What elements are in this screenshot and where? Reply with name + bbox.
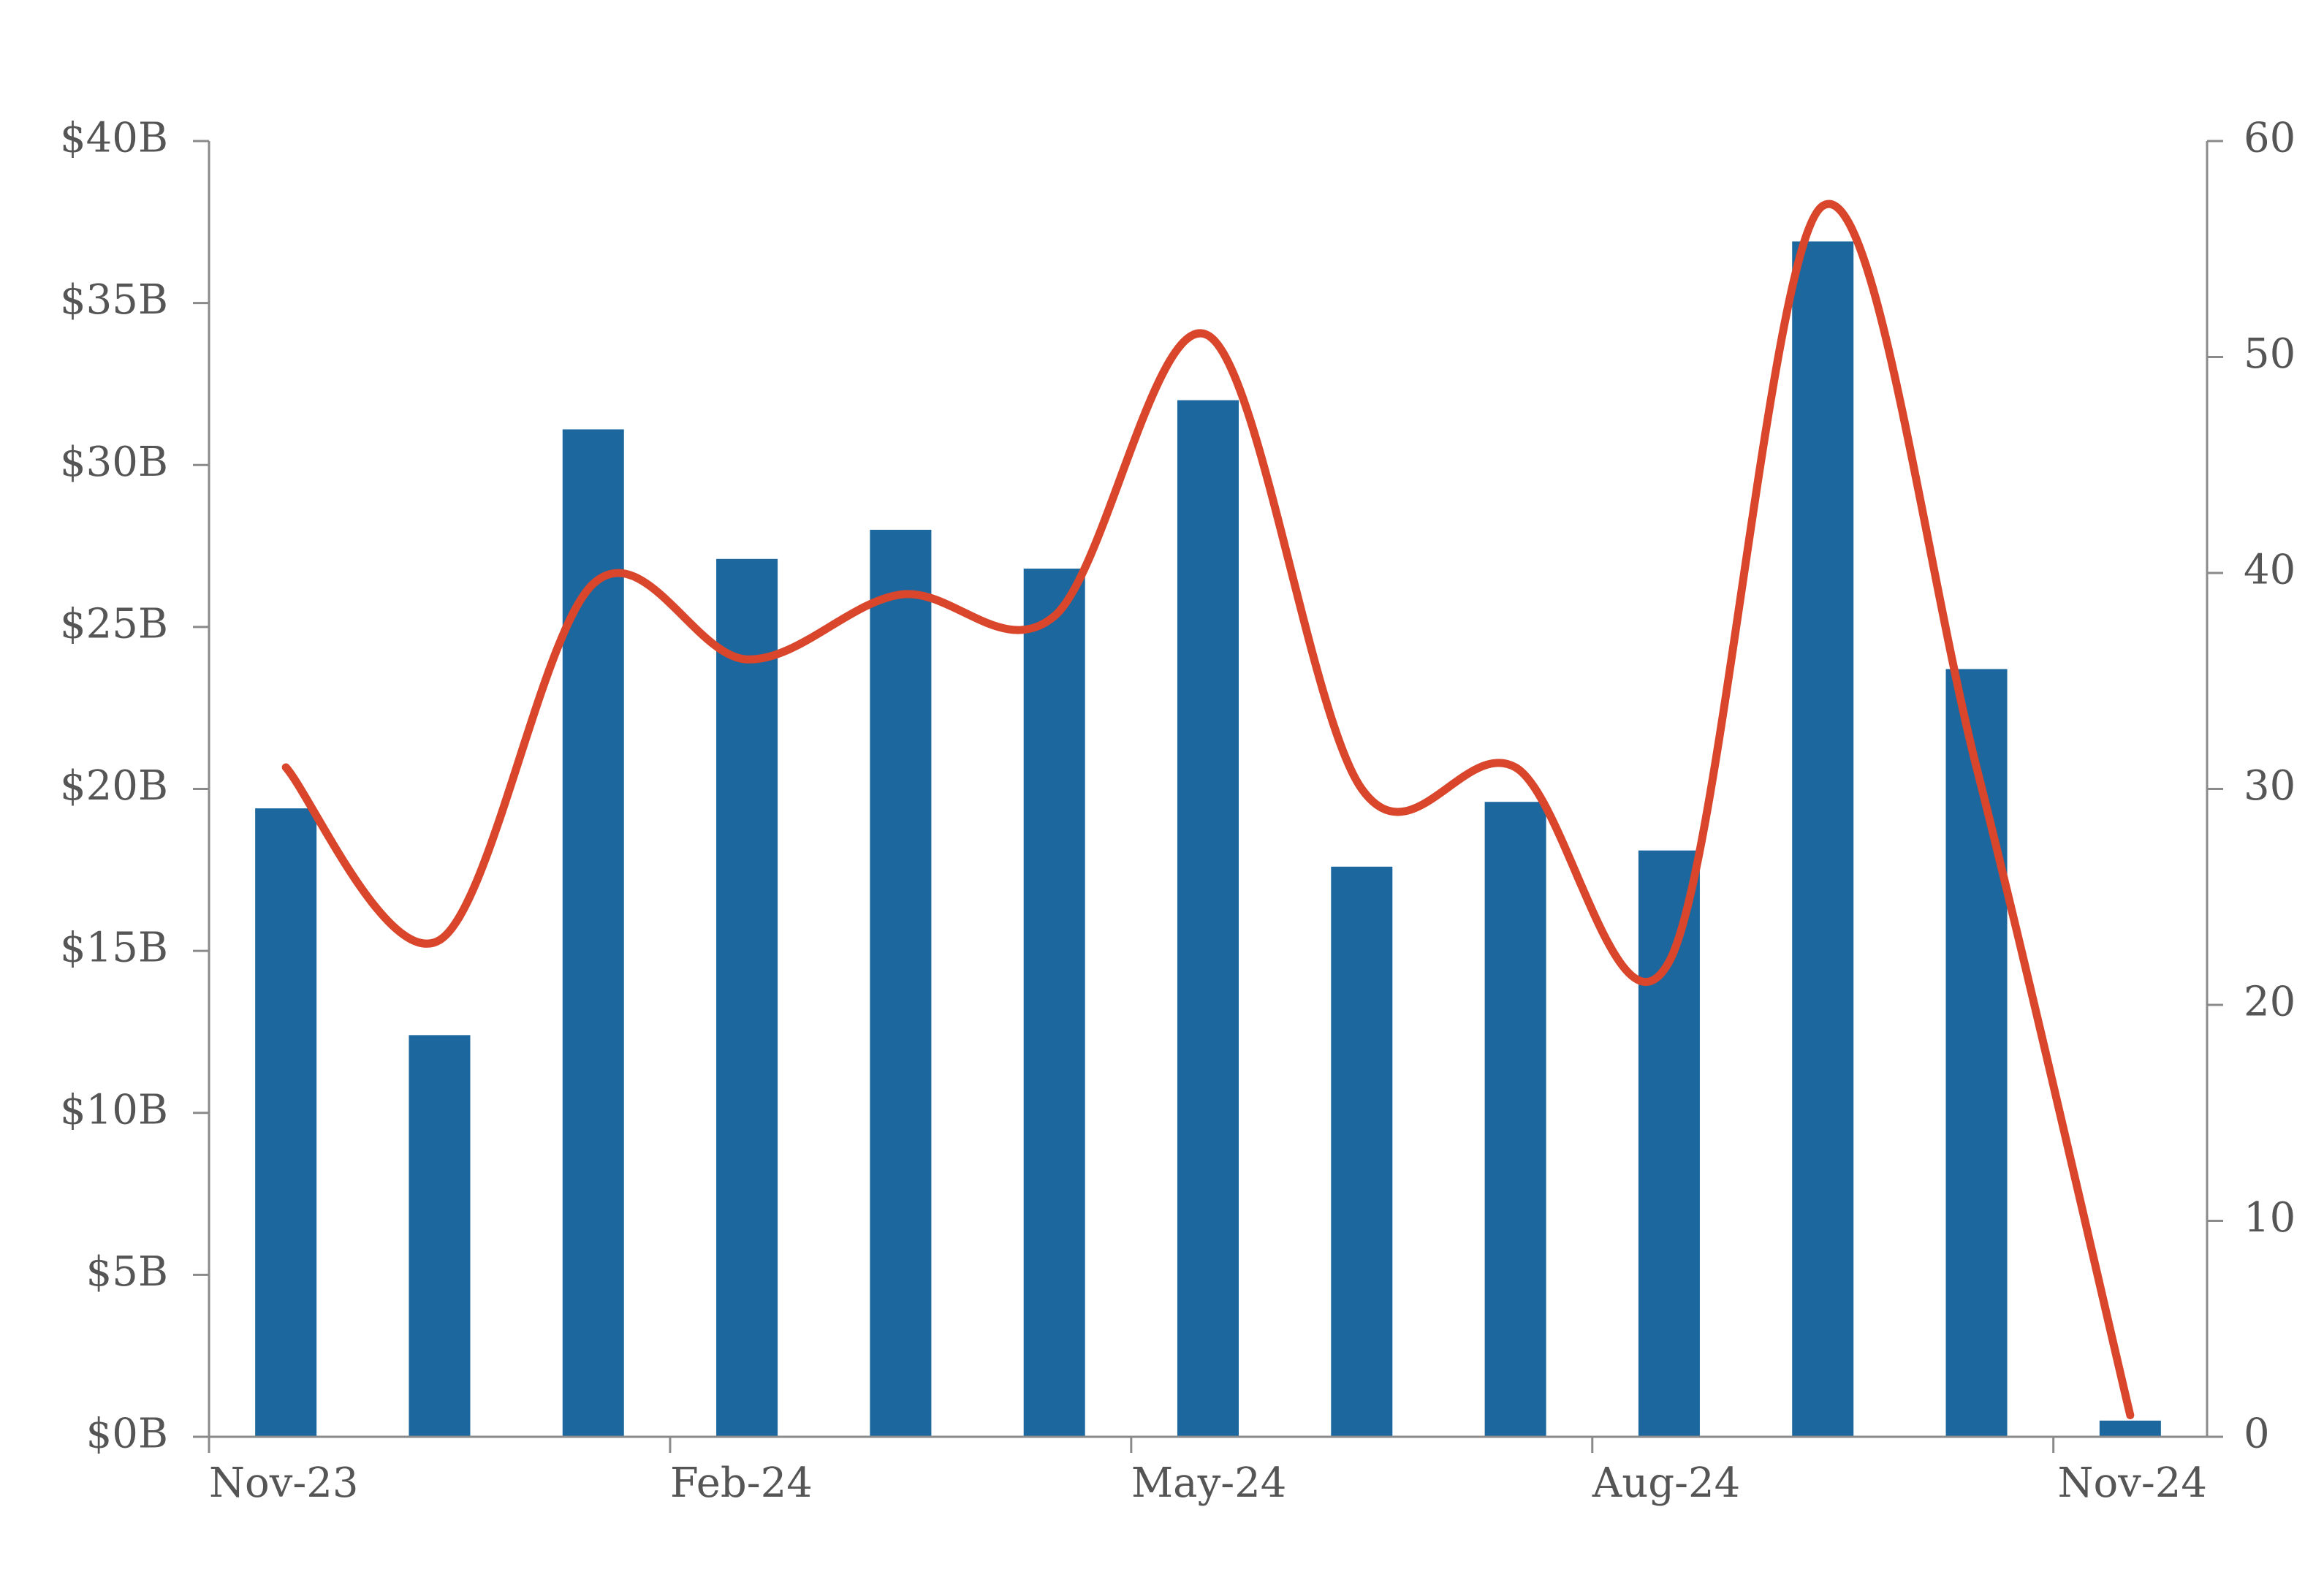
tick-labels: $0B $5B $10B $15B $20B $25B $30B $35B $40B 0 10 20 3…	[60, 115, 2295, 1508]
x-tick-label: Nov-23	[209, 1459, 359, 1507]
y-left-tick-label: $20B	[60, 762, 168, 810]
bar-Feb-24	[716, 558, 778, 1437]
y-left-tick-label: $40B	[60, 115, 168, 162]
y-right-tick-label: 60	[2244, 115, 2295, 162]
y-left-tick-label: $25B	[60, 600, 168, 648]
bar-May-24	[1177, 400, 1239, 1437]
bar-Nov-24	[2099, 1420, 2161, 1437]
y-left-tick-label: $30B	[60, 438, 168, 486]
bar-Nov-23	[255, 808, 317, 1437]
line-path	[281, 200, 2135, 1419]
bar-Mar-24	[870, 529, 932, 1437]
y-left-tick-label: $15B	[60, 924, 168, 972]
x-tick-label: Aug-24	[1592, 1459, 1741, 1507]
bar-Oct-24	[1945, 669, 2008, 1437]
y-left-tick-label: $0B	[86, 1410, 168, 1458]
x-tick-label: Nov-24	[2057, 1459, 2207, 1507]
y-right-tick-label: 20	[2244, 979, 2295, 1026]
y-left-tick-label: $10B	[60, 1086, 168, 1134]
bar-Apr-24	[1023, 569, 1085, 1437]
y-left-tick-label: $35B	[60, 276, 168, 324]
y-right-tick-label: 0	[2244, 1410, 2270, 1458]
y-right-tick-label: 50	[2244, 330, 2295, 378]
bar-Jan-24	[562, 429, 624, 1438]
axes	[193, 140, 2223, 1453]
y-right-tick-label: 30	[2244, 762, 2295, 810]
bar-Dec-23	[409, 1035, 471, 1437]
bar-Jul-24	[1484, 802, 1546, 1437]
x-tick-label: Feb-24	[670, 1459, 813, 1507]
bar-Aug-24	[1638, 850, 1700, 1437]
line-series	[281, 200, 2135, 1419]
y-right-tick-label: 10	[2244, 1194, 2295, 1242]
y-left-tick-label: $5B	[86, 1248, 168, 1296]
bar-Jun-24	[1331, 866, 1393, 1437]
y-right-tick-label: 40	[2244, 547, 2295, 594]
x-tick-label: May-24	[1131, 1459, 1287, 1507]
bar-series	[255, 241, 2161, 1438]
bar-Sep-24	[1792, 241, 1854, 1438]
